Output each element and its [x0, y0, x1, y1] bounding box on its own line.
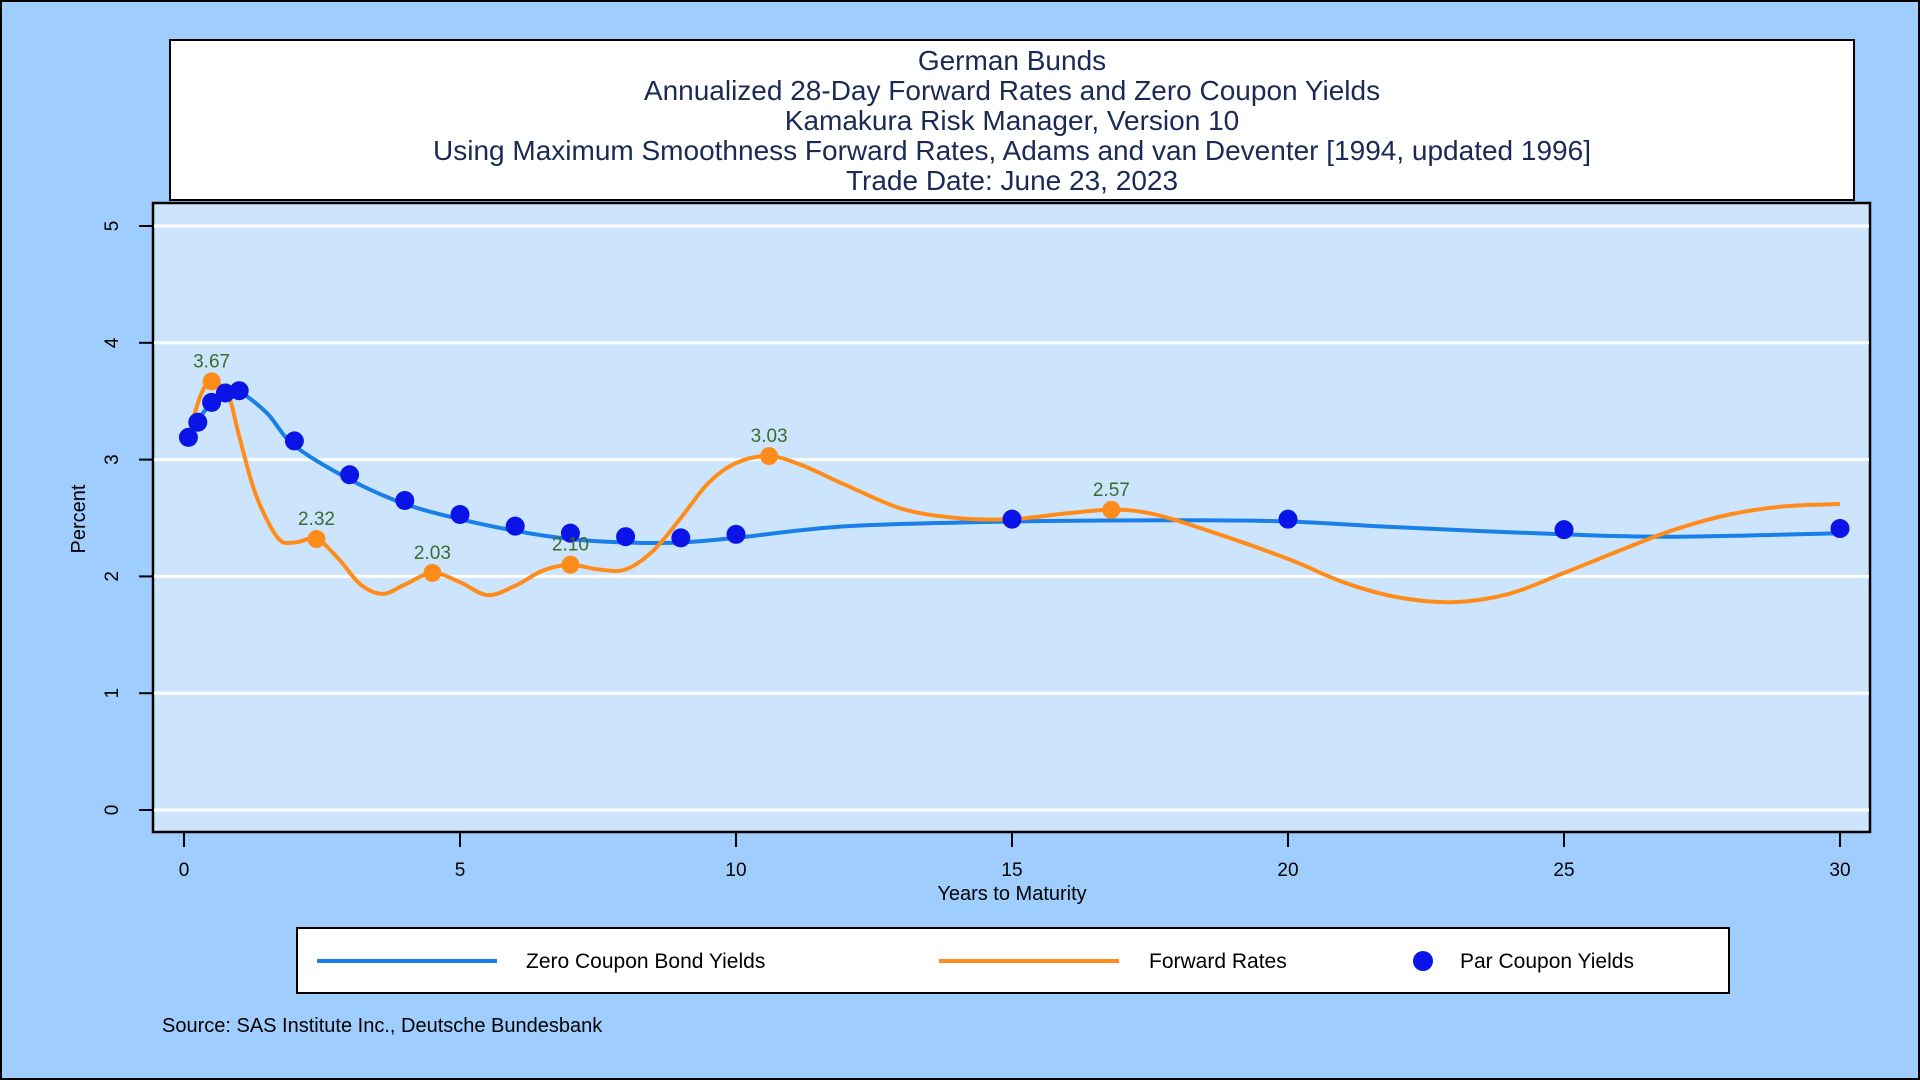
par-coupon-point [229, 381, 249, 401]
par-coupon-point [284, 431, 304, 451]
x-tick-label: 20 [1277, 860, 1298, 881]
par-coupon-point [188, 412, 208, 432]
par-coupon-point [450, 504, 470, 524]
legend-par-swatch [1413, 951, 1433, 971]
y-tick-label: 2 [102, 571, 123, 582]
par-coupon-point [505, 516, 525, 536]
y-tick-label: 0 [102, 805, 123, 816]
par-coupon-point [1554, 520, 1574, 540]
y-tick-label: 3 [102, 454, 123, 465]
title-line-3: Kamakura Risk Manager, Version 10 [785, 105, 1239, 136]
par-coupon-point [1830, 519, 1850, 539]
legend-zero-label: Zero Coupon Bond Yields [526, 950, 765, 973]
par-coupon-point [1002, 509, 1022, 529]
par-coupon-point [560, 523, 580, 543]
x-tick-label: 30 [1829, 860, 1850, 881]
data-label: 2.03 [414, 543, 451, 564]
series-line-forward-rates [186, 379, 1841, 605]
series-layer [178, 372, 1850, 605]
par-coupon-point [178, 427, 198, 447]
data-label: 2.10 [552, 535, 589, 556]
title-line-2: Annualized 28-Day Forward Rates and Zero… [644, 75, 1380, 106]
x-tick-label: 0 [179, 860, 190, 881]
par-coupon-point [395, 490, 415, 510]
title-line-5: Trade Date: June 23, 2023 [846, 165, 1178, 196]
title-line-4: Using Maximum Smoothness Forward Rates, … [433, 135, 1591, 166]
source-note: Source: SAS Institute Inc., Deutsche Bun… [162, 1015, 603, 1037]
y-axis-label: Percent [68, 484, 90, 553]
data-label: 3.03 [751, 426, 788, 447]
data-label: 2.57 [1093, 480, 1130, 501]
grid-lines [154, 224, 1869, 812]
forward-rate-point [423, 563, 442, 582]
title-line-1: German Bunds [918, 45, 1106, 76]
par-coupon-point [726, 524, 746, 544]
par-coupon-point [202, 392, 222, 412]
forward-rate-point [1102, 500, 1121, 519]
x-tick-label: 15 [1001, 860, 1022, 881]
data-label: 2.32 [298, 509, 335, 530]
data-labels: 3.67 2.32 2.03 2.10 3.03 2.57 [193, 351, 1130, 564]
forward-rate-point [202, 372, 221, 391]
y-tick-label: 4 [102, 337, 123, 348]
forward-rate-point [307, 530, 326, 549]
x-tick-label: 25 [1553, 860, 1574, 881]
title-box [169, 39, 1855, 201]
y-tick-label: 1 [102, 688, 123, 699]
par-coupon-point [1278, 509, 1298, 529]
data-label: 3.67 [193, 351, 230, 372]
par-coupon-point [616, 527, 636, 547]
x-axis: 0 5 10 15 20 25 30 [179, 832, 1851, 881]
x-tick-label: 10 [725, 860, 746, 881]
par-coupon-point [340, 465, 360, 485]
x-axis-label: Years to Maturity [937, 883, 1086, 905]
par-coupon-point [671, 528, 691, 548]
legend-par-label: Par Coupon Yields [1460, 950, 1634, 973]
x-tick-label: 5 [455, 860, 466, 881]
y-axis: 0 1 2 3 4 5 [102, 221, 153, 816]
legend-forward-label: Forward Rates [1149, 950, 1287, 973]
forward-rate-point [760, 447, 779, 466]
legend: Zero Coupon Bond Yields Forward Rates Pa… [317, 950, 1634, 973]
forward-rate-point [561, 555, 580, 574]
y-tick-label: 5 [102, 221, 123, 232]
title-block: German Bunds Annualized 28-Day Forward R… [433, 45, 1591, 196]
